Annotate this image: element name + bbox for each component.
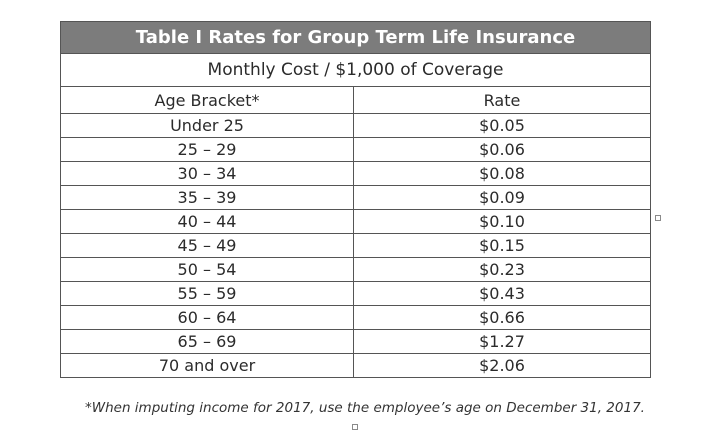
age-bracket-cell: 60 – 64 <box>60 305 354 330</box>
title-row: Table I Rates for Group Term Life Insura… <box>59 21 652 54</box>
rate-cell: $0.06 <box>352 137 652 162</box>
resize-handle-right[interactable] <box>655 215 661 221</box>
table-row: 60 – 64 $0.66 <box>60 305 652 330</box>
rate-cell: $0.23 <box>352 257 652 282</box>
age-bracket-cell: 25 – 29 <box>60 137 354 162</box>
table-body: Under 25 $0.05 25 – 29 $0.06 30 – 34 $0.… <box>60 113 652 378</box>
table-row: 45 – 49 $0.15 <box>60 233 652 258</box>
table-row: 50 – 54 $0.23 <box>60 257 652 282</box>
rate-cell: $0.15 <box>352 233 652 258</box>
table-row: Under 25 $0.05 <box>60 113 652 138</box>
age-bracket-cell: 40 – 44 <box>60 209 354 234</box>
table-row: 55 – 59 $0.43 <box>60 281 652 306</box>
table-row: 40 – 44 $0.10 <box>60 209 652 234</box>
age-bracket-cell: 50 – 54 <box>60 257 354 282</box>
rate-cell: $1.27 <box>352 329 652 354</box>
table-subtitle: Monthly Cost / $1,000 of Coverage <box>59 53 652 87</box>
column-header-age: Age Bracket* <box>60 86 354 114</box>
table-row: 30 – 34 $0.08 <box>60 161 652 186</box>
table-row: 70 and over $2.06 <box>60 353 652 378</box>
resize-handle-bottom[interactable] <box>352 424 358 430</box>
column-header-rate: Rate <box>352 86 652 114</box>
rate-cell: $2.06 <box>352 353 652 378</box>
rate-cell: $0.66 <box>352 305 652 330</box>
table-title: Table I Rates for Group Term Life Insura… <box>59 21 652 54</box>
table-row: 35 – 39 $0.09 <box>60 185 652 210</box>
rate-cell: $0.43 <box>352 281 652 306</box>
table-row: 25 – 29 $0.06 <box>60 137 652 162</box>
age-bracket-cell: Under 25 <box>60 113 354 138</box>
age-bracket-cell: 35 – 39 <box>60 185 354 210</box>
age-bracket-cell: 45 – 49 <box>60 233 354 258</box>
table-row: 65 – 69 $1.27 <box>60 329 652 354</box>
footnote: *When imputing income for 2017, use the … <box>85 400 645 416</box>
age-bracket-cell: 70 and over <box>60 353 354 378</box>
header-row: Age Bracket* Rate <box>60 86 652 114</box>
rates-table: Table I Rates for Group Term Life Insura… <box>59 21 652 378</box>
age-bracket-cell: 55 – 59 <box>60 281 354 306</box>
age-bracket-cell: 65 – 69 <box>60 329 354 354</box>
rate-cell: $0.08 <box>352 161 652 186</box>
rate-cell: $0.10 <box>352 209 652 234</box>
age-bracket-cell: 30 – 34 <box>60 161 354 186</box>
rate-cell: $0.05 <box>352 113 652 138</box>
subtitle-row: Monthly Cost / $1,000 of Coverage <box>59 53 652 87</box>
rate-cell: $0.09 <box>352 185 652 210</box>
